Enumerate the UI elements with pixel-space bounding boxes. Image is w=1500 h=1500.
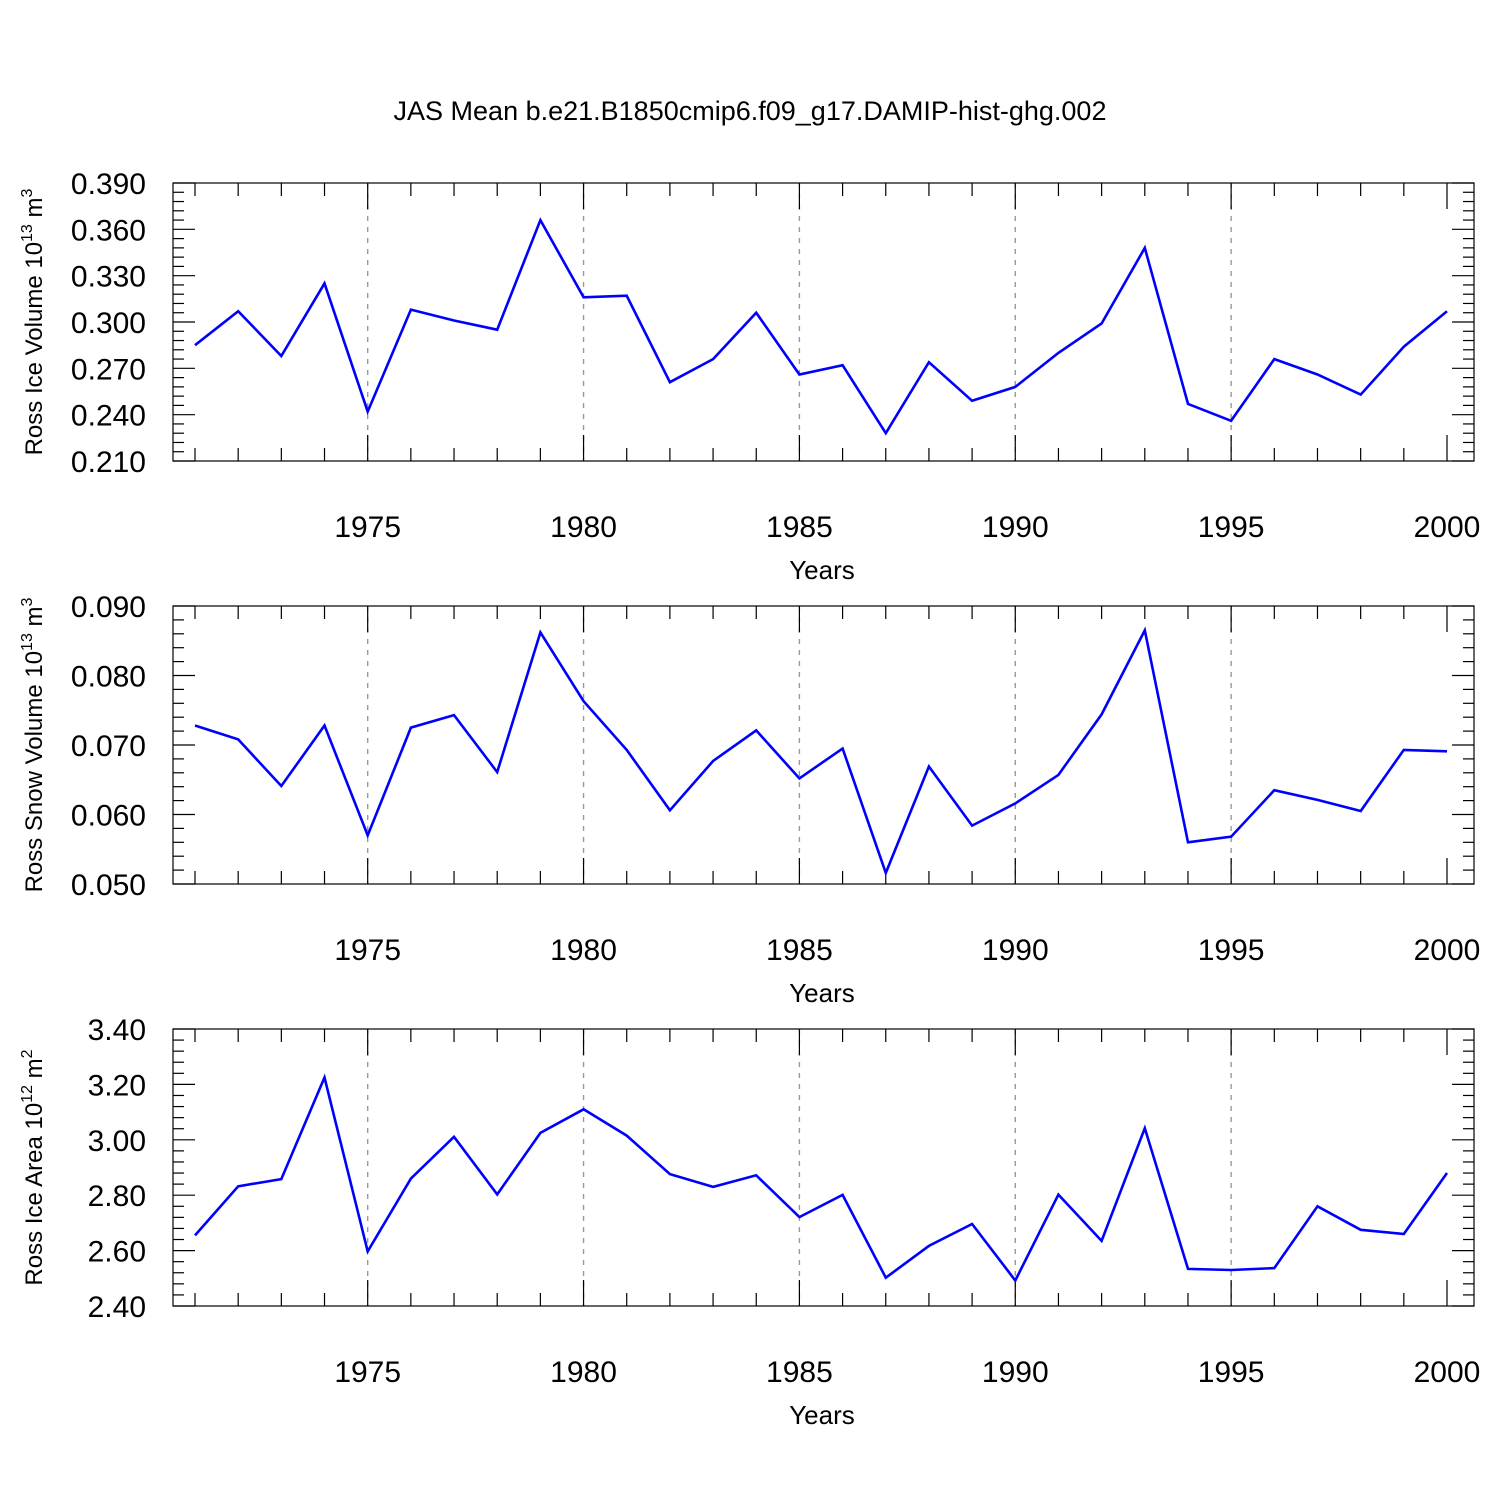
- x-tick-label: 1990: [982, 511, 1049, 544]
- y-tick-label: 0.360: [71, 214, 146, 247]
- y-tick-label: 0.090: [71, 591, 146, 624]
- plot-frame: [172, 182, 1475, 462]
- x-tick-label: 2000: [1414, 1356, 1481, 1389]
- y-tick-label: 0.300: [71, 307, 146, 340]
- x-tick-label: 1995: [1198, 511, 1265, 544]
- y-tick-label: 0.330: [71, 261, 146, 294]
- y-tick-label: 0.240: [71, 400, 146, 433]
- x-tick-label: 2000: [1414, 511, 1481, 544]
- chart-panel-3: 2.40 2.60 2.80 3.00 3.20 3.40 1975 1980 1985 1990…: [19, 1014, 1480, 1430]
- y-tick-label: 0.080: [71, 661, 146, 694]
- x-tick-label: 1990: [982, 934, 1049, 967]
- x-tick-label: 1975: [334, 1356, 401, 1389]
- y-tick-label: 2.60: [88, 1236, 146, 1269]
- y-tick-label: 3.00: [88, 1125, 146, 1158]
- y-tick-label: 3.20: [88, 1069, 146, 1102]
- y-tick-label: 0.060: [71, 800, 146, 833]
- x-tick-label: 1985: [766, 511, 833, 544]
- x-tick-label: 1980: [550, 934, 617, 967]
- y-axis-label: Ross Snow Volume 1013 m3: [19, 597, 48, 892]
- x-tick-label: 1995: [1198, 934, 1265, 967]
- y-tick-label: 0.050: [71, 869, 146, 902]
- x-tick-label: 1985: [766, 1356, 833, 1389]
- x-tick-label: 1975: [334, 934, 401, 967]
- y-axis-label: Ross Ice Area 1012 m2: [19, 1049, 48, 1285]
- x-axis-label: Years: [789, 978, 855, 1008]
- x-tick-label: 2000: [1414, 934, 1481, 967]
- plot-frame: [172, 605, 1475, 885]
- chart-panel-2: 0.050 0.060 0.070 0.080 0.090 1975 1980 1985 199…: [19, 591, 1480, 1008]
- figure-title: JAS Mean b.e21.B1850cmip6.f09_g17.DAMIP-…: [394, 96, 1107, 126]
- series-line-1: [194, 1073, 1449, 1283]
- x-tick-label: 1985: [766, 934, 833, 967]
- x-tick-label: 1980: [550, 511, 617, 544]
- y-tick-label: 2.80: [88, 1180, 146, 1213]
- x-axis-label: Years: [789, 1400, 855, 1430]
- plot-frame: [172, 1028, 1475, 1307]
- x-tick-label: 1980: [550, 1356, 617, 1389]
- y-tick-label: 3.40: [88, 1014, 146, 1047]
- x-tick-label: 1995: [1198, 1356, 1265, 1389]
- x-axis-label: Years: [789, 555, 855, 585]
- panels: 0.210 0.240 0.270 0.300 0.330 0.360 0.390 1975 1…: [19, 168, 1480, 1430]
- y-tick-label: 2.40: [88, 1291, 146, 1324]
- y-tick-label: 0.270: [71, 353, 146, 386]
- x-tick-label: 1975: [334, 511, 401, 544]
- x-tick-label: 1990: [982, 1356, 1049, 1389]
- series-line-1: [194, 626, 1448, 877]
- y-tick-label: 0.070: [71, 730, 146, 763]
- y-tick-label: 0.210: [71, 446, 146, 479]
- chart-panel-1: 0.210 0.240 0.270 0.300 0.330 0.360 0.390 1975 1…: [19, 168, 1480, 585]
- y-tick-label: 0.390: [71, 168, 146, 201]
- y-axis-label: Ross Ice Volume 1013 m3: [19, 188, 48, 455]
- series-line-1: [194, 217, 1448, 436]
